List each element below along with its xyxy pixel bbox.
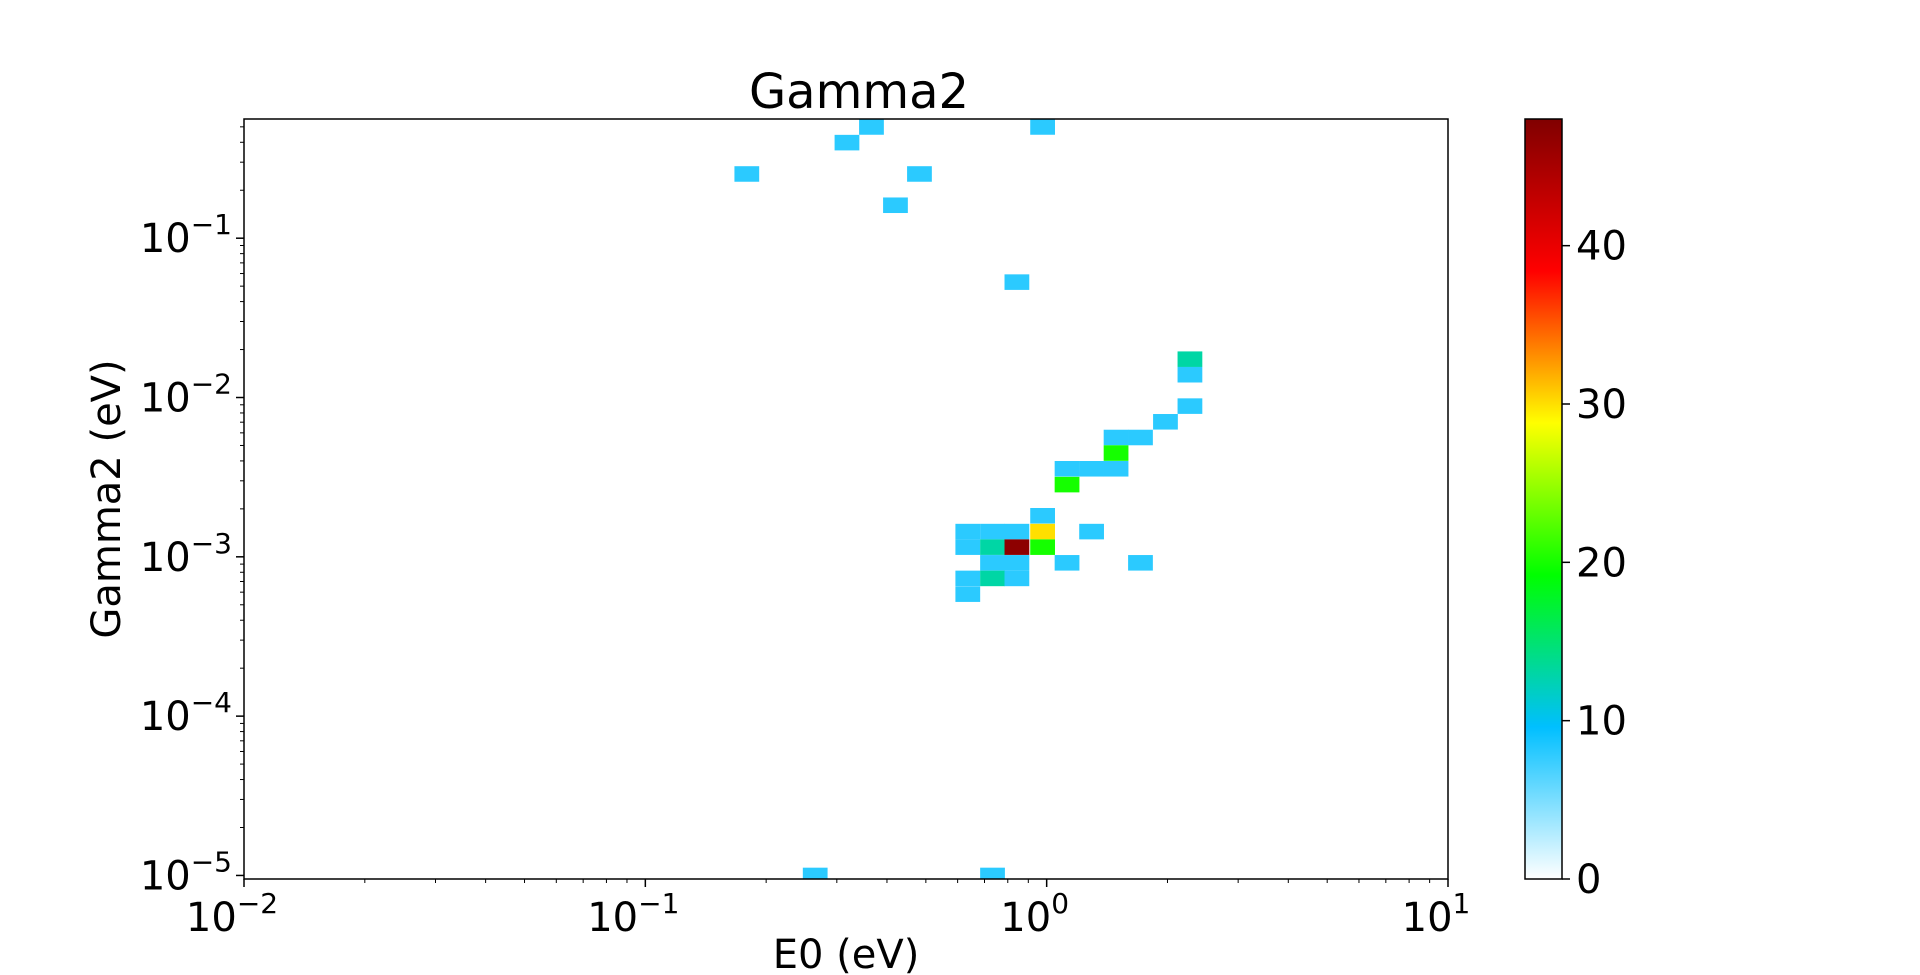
heatmap-cell bbox=[1030, 523, 1055, 540]
y-tick-label: 10−2 bbox=[140, 368, 232, 422]
heatmap-cell bbox=[1054, 461, 1080, 477]
y-tick-label: 10−5 bbox=[140, 845, 232, 899]
colorbar bbox=[1524, 118, 1563, 880]
heatmap-cell bbox=[980, 523, 1005, 540]
x-tick-label: 100 bbox=[1000, 887, 1069, 941]
colorbar-tick-label: 40 bbox=[1576, 224, 1627, 270]
heatmap-cell bbox=[1004, 539, 1030, 555]
colorbar-tick-label: 20 bbox=[1576, 540, 1627, 586]
heatmap-cell bbox=[980, 555, 1005, 571]
heatmap-cell bbox=[883, 197, 908, 214]
heatmap-cell bbox=[1030, 119, 1055, 135]
heatmap-cell bbox=[955, 539, 981, 555]
heatmap-cell bbox=[1004, 523, 1030, 540]
colorbar-tick-label: 0 bbox=[1576, 857, 1601, 903]
heatmap-cell bbox=[1128, 429, 1153, 446]
y-axis: 10−5 10−4 10−3 10−2 10−1 bbox=[140, 126, 244, 899]
heatmap-cells bbox=[734, 119, 1203, 879]
heatmap-cell bbox=[1103, 429, 1129, 446]
heatmap-cell bbox=[1177, 351, 1203, 367]
heatmap-cell bbox=[955, 523, 981, 540]
heatmap-cell bbox=[1004, 274, 1030, 290]
y-axis-title: Gamma2 (eV) bbox=[84, 359, 130, 638]
heatmap-cell bbox=[1030, 539, 1055, 555]
heatmap-cell bbox=[980, 570, 1005, 587]
heatmap-cell bbox=[907, 166, 932, 182]
heatmap-cell bbox=[1079, 523, 1104, 540]
colorbar-tick-label: 10 bbox=[1576, 699, 1627, 745]
heatmap-cell bbox=[859, 119, 884, 135]
heatmap-cell bbox=[1030, 507, 1055, 524]
y-tick-label: 10−1 bbox=[140, 208, 232, 262]
heatmap-cell bbox=[980, 867, 1005, 879]
plot-area-frame bbox=[243, 118, 1449, 880]
heatmap-cell bbox=[802, 867, 828, 879]
colorbar-tick-label: 30 bbox=[1576, 382, 1627, 428]
heatmap-cell bbox=[834, 134, 860, 151]
x-tick-label: 101 bbox=[1402, 887, 1471, 941]
heatmap-cell bbox=[955, 570, 981, 587]
y-tick-label: 10−4 bbox=[140, 686, 232, 740]
y-tick-label: 10−3 bbox=[140, 527, 232, 581]
heatmap-cell bbox=[1004, 555, 1030, 571]
heatmap-cell bbox=[1004, 570, 1030, 587]
x-tick-label: 10−2 bbox=[186, 887, 278, 941]
heatmap-cell bbox=[1177, 366, 1203, 383]
heatmap-cell bbox=[1103, 461, 1129, 477]
chart-title: Gamma2 bbox=[749, 64, 969, 120]
x-axis-title: E0 (eV) bbox=[773, 932, 920, 975]
x-tick-label: 10−1 bbox=[587, 887, 679, 941]
heatmap-cell bbox=[1177, 398, 1203, 414]
heatmap-cell bbox=[1054, 555, 1080, 571]
heatmap-cell bbox=[1054, 476, 1080, 493]
heatmap-cell bbox=[1103, 445, 1129, 461]
heatmap-cell bbox=[1079, 461, 1104, 477]
heatmap-cell bbox=[734, 166, 760, 182]
heatmap-cell bbox=[1153, 414, 1178, 430]
heatmap-cell bbox=[980, 539, 1005, 555]
heatmap-cell bbox=[1128, 555, 1153, 571]
colorbar-ticks: 0 10 20 30 40 bbox=[1562, 224, 1627, 903]
heatmap-cell bbox=[955, 586, 981, 602]
x-axis: 10−2 10−1 100 101 bbox=[186, 879, 1470, 941]
